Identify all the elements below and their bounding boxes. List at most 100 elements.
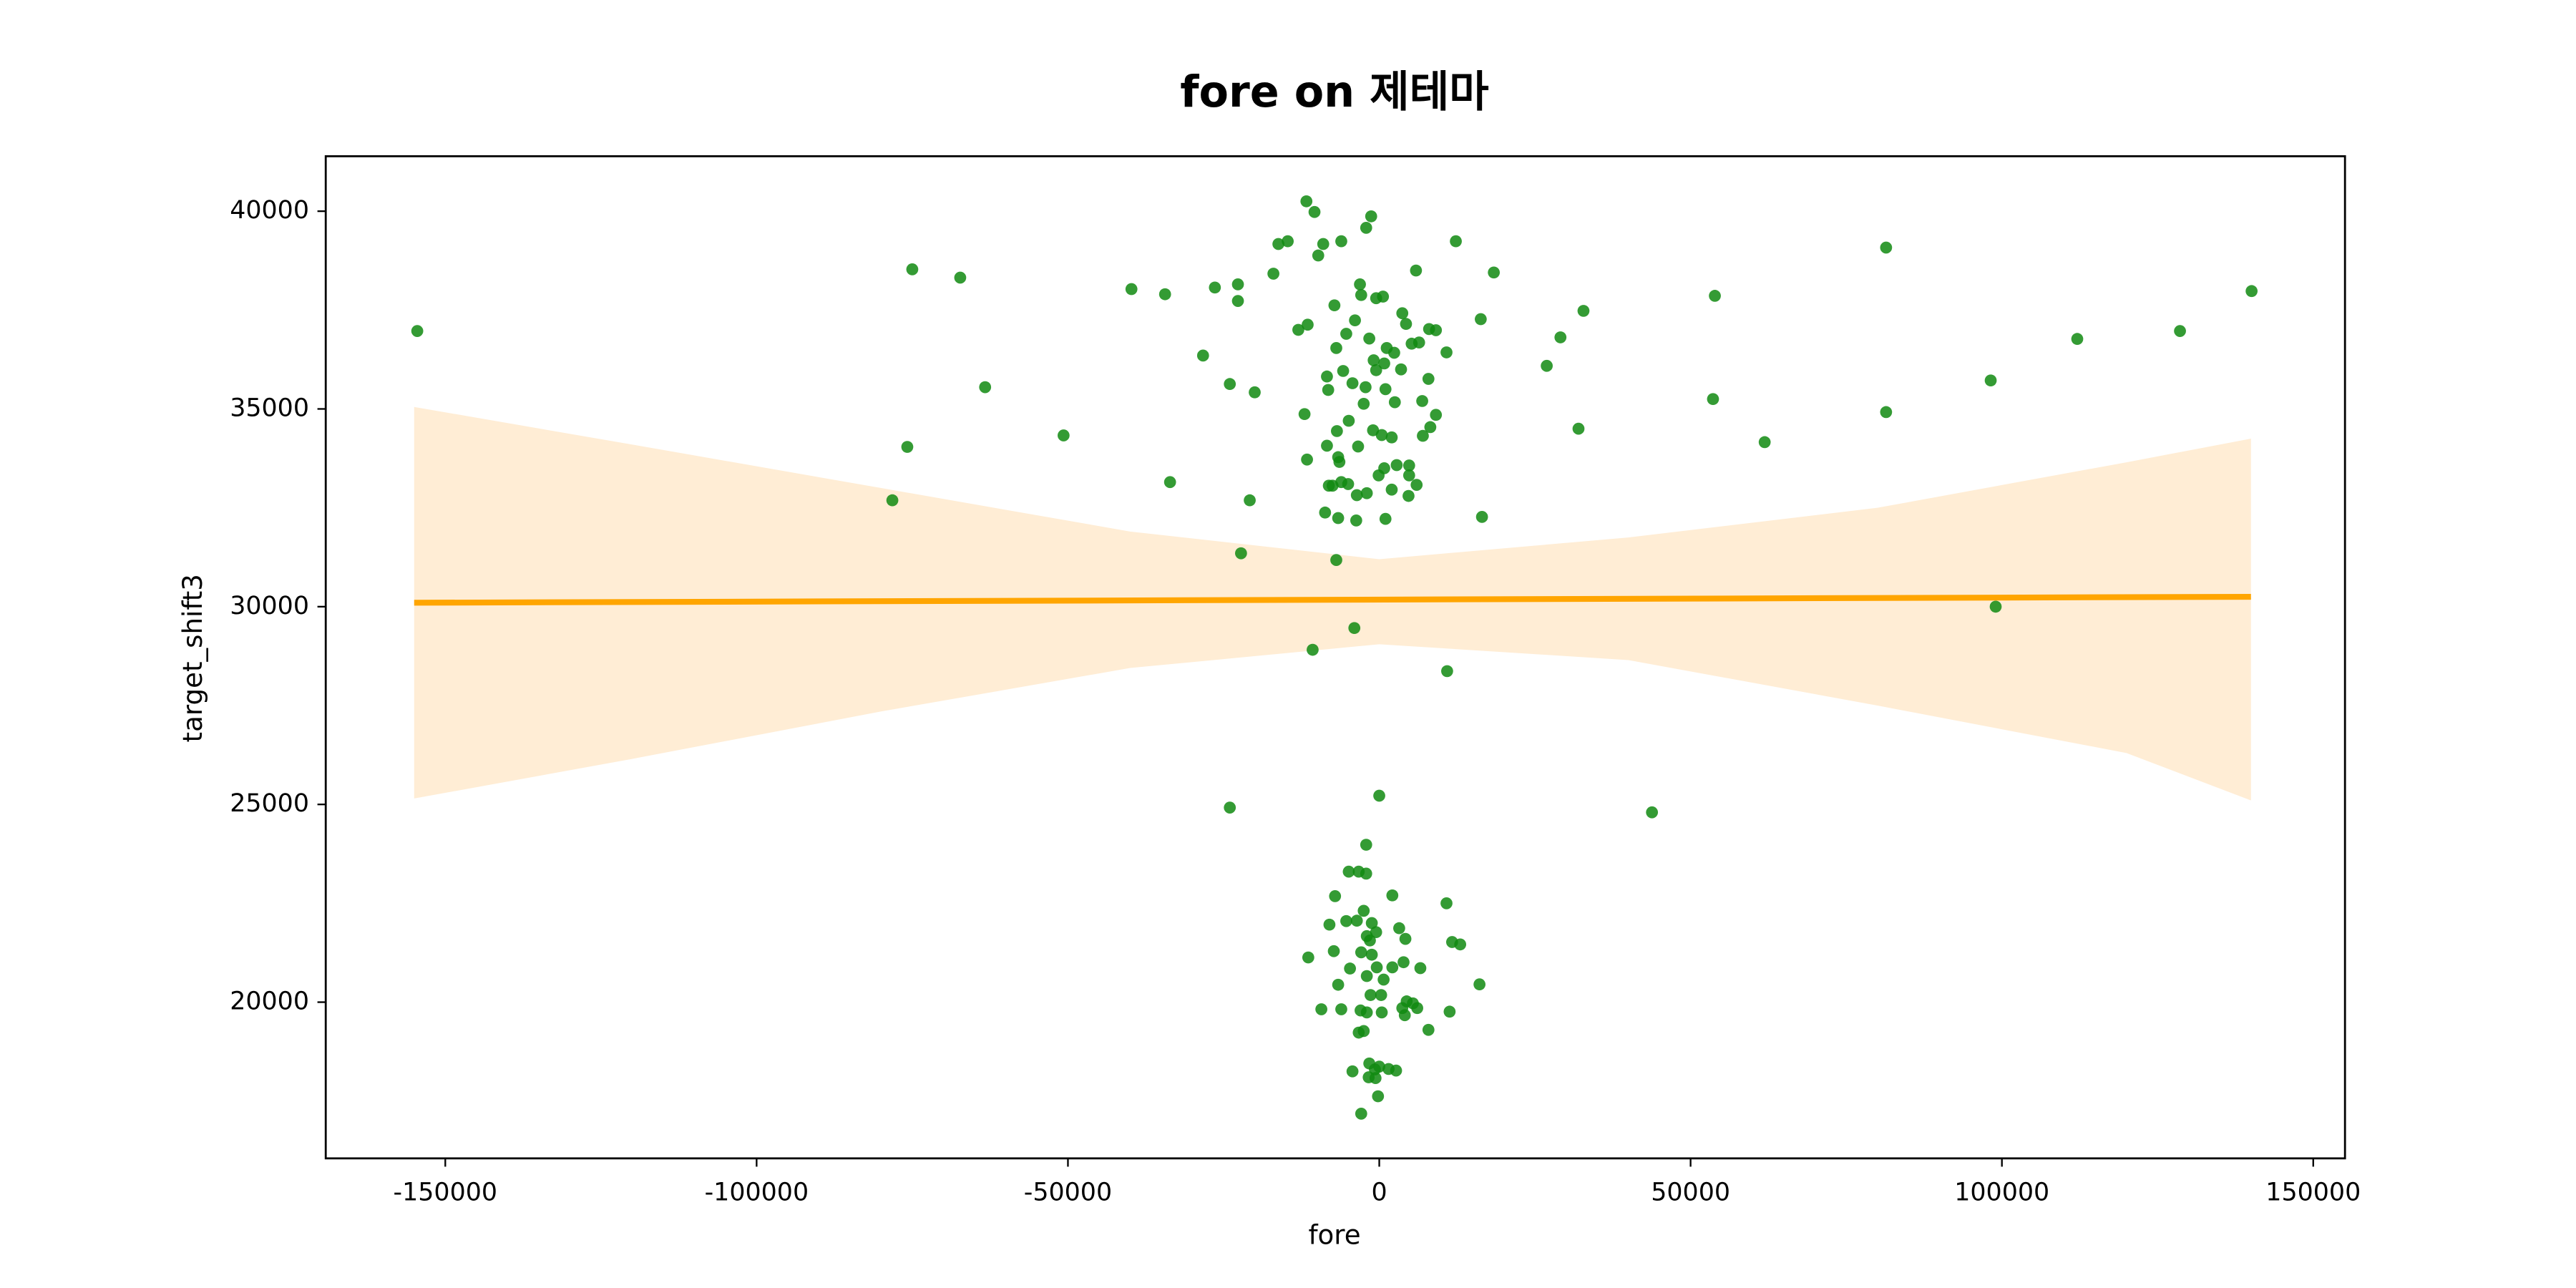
- scatter-point: [1342, 865, 1355, 878]
- scatter-point: [1340, 328, 1352, 340]
- scatter-point: [1709, 290, 1721, 302]
- y-tick-label: 25000: [230, 789, 309, 818]
- scatter-point: [1430, 409, 1443, 421]
- x-tick-label: 150000: [2265, 1179, 2361, 1207]
- scatter-point: [1402, 469, 1415, 482]
- scatter-point: [1163, 476, 1176, 489]
- scatter-point: [1224, 378, 1236, 391]
- scatter-point: [1989, 600, 2002, 613]
- scatter-point: [2245, 285, 2258, 298]
- scatter-point: [1440, 897, 1453, 909]
- scatter-point: [1360, 487, 1373, 499]
- confidence-band: [414, 406, 2251, 801]
- scatter-point: [1410, 264, 1423, 277]
- scatter-point: [1390, 1064, 1402, 1077]
- scatter-point: [1369, 1072, 1382, 1085]
- scatter-point: [1410, 479, 1423, 491]
- scatter-point: [2071, 333, 2084, 346]
- x-tick-label: 100000: [1954, 1179, 2049, 1207]
- scatter-point: [1360, 867, 1372, 880]
- y-tick-label: 20000: [230, 987, 309, 1016]
- x-axis-label: fore: [1308, 1220, 1360, 1251]
- scatter-point: [2174, 325, 2186, 337]
- scatter-point: [1405, 337, 1418, 350]
- scatter-point: [1332, 512, 1345, 525]
- scatter-point: [1333, 456, 1346, 468]
- scatter-point: [1758, 436, 1771, 449]
- scatter-point: [1400, 318, 1413, 331]
- plot-frame: [324, 155, 2346, 1160]
- scatter-point: [1350, 489, 1363, 502]
- scatter-point: [1330, 554, 1342, 566]
- y-tick-label: 40000: [230, 196, 309, 225]
- x-tick-label: -50000: [1024, 1179, 1112, 1207]
- scatter-point: [1386, 889, 1399, 902]
- scatter-point: [1373, 789, 1385, 802]
- scatter-point: [1348, 622, 1361, 635]
- scatter-point: [1475, 511, 1488, 523]
- scatter-point: [1328, 299, 1341, 312]
- scatter-point: [1388, 396, 1401, 409]
- x-tick-label: 0: [1371, 1179, 1387, 1207]
- scatter-point: [1300, 195, 1313, 208]
- scatter-point: [1365, 210, 1377, 223]
- scatter-point: [1390, 459, 1403, 472]
- scatter-point: [1332, 978, 1345, 991]
- scatter-point: [1360, 970, 1373, 982]
- scatter-point: [1402, 459, 1415, 472]
- scatter-point: [1342, 478, 1355, 490]
- regression-line: [414, 593, 2251, 606]
- scatter-point: [1350, 914, 1363, 927]
- scatter-point: [1554, 331, 1567, 343]
- x-tick-label: -100000: [705, 1179, 809, 1207]
- scatter-point: [1335, 1003, 1347, 1015]
- scatter-point: [1364, 989, 1377, 1001]
- scatter-point: [1323, 918, 1336, 931]
- scatter-point: [1379, 383, 1392, 396]
- scatter-point: [1355, 1108, 1367, 1120]
- scatter-point: [1322, 384, 1335, 396]
- scatter-point: [1344, 962, 1357, 975]
- scatter-point: [1707, 393, 1719, 406]
- scatter-point: [1441, 665, 1453, 678]
- scatter-point: [1360, 839, 1372, 851]
- scatter-point: [1577, 305, 1590, 317]
- scatter-point: [1360, 221, 1372, 234]
- scatter-point: [1301, 453, 1313, 466]
- scatter-point: [1346, 377, 1359, 389]
- scatter-point: [1357, 397, 1370, 410]
- scatter-point: [1231, 295, 1244, 307]
- scatter-point: [1360, 381, 1372, 394]
- y-axis-label: target_shift3: [177, 574, 208, 742]
- scatter-point: [1209, 281, 1221, 294]
- scatter-point: [1352, 440, 1365, 453]
- scatter-point: [1322, 479, 1335, 492]
- scatter-point: [1422, 373, 1435, 385]
- scatter-point: [1370, 961, 1383, 974]
- scatter-point: [1308, 205, 1321, 218]
- y-tick-label: 35000: [230, 394, 309, 422]
- scatter-point: [1315, 1003, 1327, 1015]
- scatter-point: [1367, 354, 1380, 366]
- scatter-point: [1335, 235, 1347, 248]
- scatter-point: [1349, 314, 1361, 327]
- y-tick-label: 30000: [230, 592, 309, 620]
- scatter-point: [1377, 291, 1390, 303]
- scatter-point: [1880, 241, 1893, 254]
- scatter-point: [1357, 1025, 1370, 1038]
- scatter-point: [1372, 469, 1385, 482]
- scatter-point: [1267, 268, 1279, 280]
- scatter-point: [1385, 431, 1398, 444]
- scatter-point: [1249, 386, 1261, 399]
- scatter-point: [1058, 429, 1070, 441]
- scatter-point: [1395, 363, 1407, 376]
- scatter-point: [979, 381, 992, 394]
- scatter-point: [1475, 313, 1487, 326]
- scatter-point: [1385, 483, 1398, 496]
- scatter-point: [1398, 1009, 1411, 1022]
- scatter-point: [1365, 917, 1378, 930]
- scatter-point: [1355, 288, 1367, 301]
- scatter-point: [1365, 948, 1378, 961]
- scatter-point: [1375, 989, 1387, 1001]
